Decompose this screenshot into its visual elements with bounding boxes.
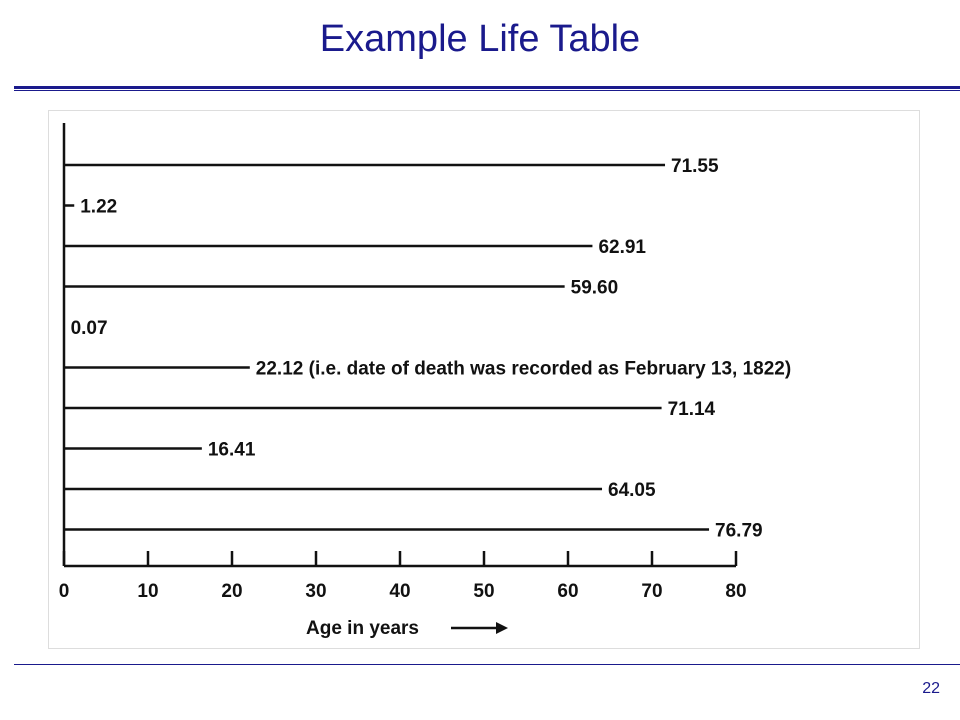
bar-value-label: 76.79 [715,521,763,542]
x-axis-label: Age in years [306,618,419,639]
title-divider-thin [14,90,960,91]
page-number: 22 [922,680,940,697]
x-tick-label: 70 [641,581,662,602]
title-divider [14,86,960,89]
x-tick-label: 80 [725,581,746,602]
x-tick-label: 0 [59,581,70,602]
bar-value-label: 1.22 [80,197,117,218]
footer-divider [14,664,960,665]
x-tick-label: 20 [221,581,242,602]
bar-value-label: 0.07 [71,318,108,339]
bar-value-label: 22.12 (i.e. date of death was recorded a… [256,359,791,380]
bar-value-label: 64.05 [608,480,656,501]
x-axis-arrow-head [496,622,508,634]
life-table-figure: 0 10 20 30 40 50 60 70 80 Age in years 71.55 1.22 62… [48,110,920,649]
bar-value-label: 71.55 [671,156,719,177]
x-tick-label: 60 [557,581,578,602]
bar-value-label: 59.60 [571,278,619,299]
x-tick-label: 40 [389,581,410,602]
x-tick-label: 50 [473,581,494,602]
bar-value-label: 71.14 [668,399,716,420]
life-table-chart: 0 10 20 30 40 50 60 70 80 Age in years 71.55 1.22 62… [59,123,791,639]
bar-value-label: 62.91 [598,237,646,258]
x-tick-label: 30 [305,581,326,602]
x-tick-label: 10 [137,581,158,602]
bar-value-label: 16.41 [208,440,256,461]
slide-title: Example Life Table [319,18,641,60]
